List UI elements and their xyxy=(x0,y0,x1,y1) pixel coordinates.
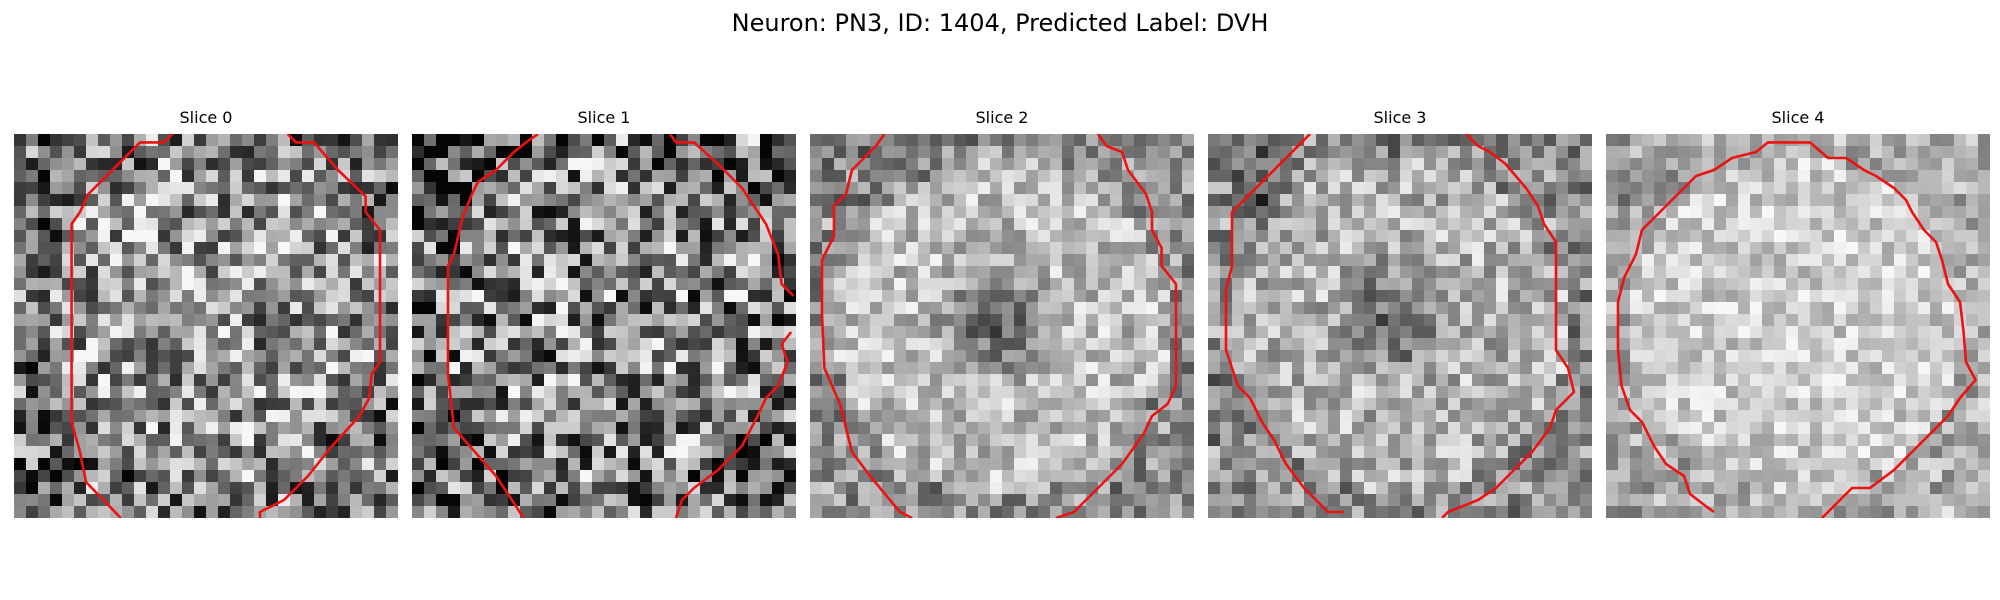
pixel-grid xyxy=(14,134,398,518)
slice-title-2: Slice 2 xyxy=(975,108,1029,127)
slice-panel-2: Slice 2 xyxy=(810,108,1194,520)
contour-line xyxy=(1055,134,1178,518)
contour-line xyxy=(668,134,795,297)
slice-panel-3: Slice 3 xyxy=(1208,108,1592,520)
slice-title-3: Slice 3 xyxy=(1373,108,1427,127)
pixel-grid xyxy=(810,134,1194,518)
contour-line xyxy=(446,134,539,518)
contour-line xyxy=(1224,134,1344,514)
slice-panel-4: Slice 4 xyxy=(1606,108,1990,520)
slice-image-3 xyxy=(1208,134,1592,518)
contour-line xyxy=(70,134,174,518)
pixel-grid xyxy=(1606,134,1990,518)
slice-image-2 xyxy=(810,134,1194,518)
contour-line xyxy=(674,331,793,518)
slice-title-4: Slice 4 xyxy=(1771,108,1825,127)
pixel-grid xyxy=(1208,134,1592,518)
contour-line xyxy=(1616,141,1977,518)
slice-image-0 xyxy=(14,134,398,518)
slice-title-1: Slice 1 xyxy=(577,108,631,127)
contour-line xyxy=(1441,134,1576,518)
slice-image-4 xyxy=(1606,134,1990,518)
slice-image-1 xyxy=(412,134,796,518)
pixel-grid xyxy=(412,134,796,518)
slice-title-0: Slice 0 xyxy=(179,108,233,127)
figure-title: Neuron: PN3, ID: 1404, Predicted Label: … xyxy=(731,9,1269,37)
slice-panel-1: Slice 1 xyxy=(412,108,796,520)
slice-panel-0: Slice 0 xyxy=(14,108,398,520)
contour-line xyxy=(820,134,913,518)
contour-line xyxy=(258,134,382,518)
